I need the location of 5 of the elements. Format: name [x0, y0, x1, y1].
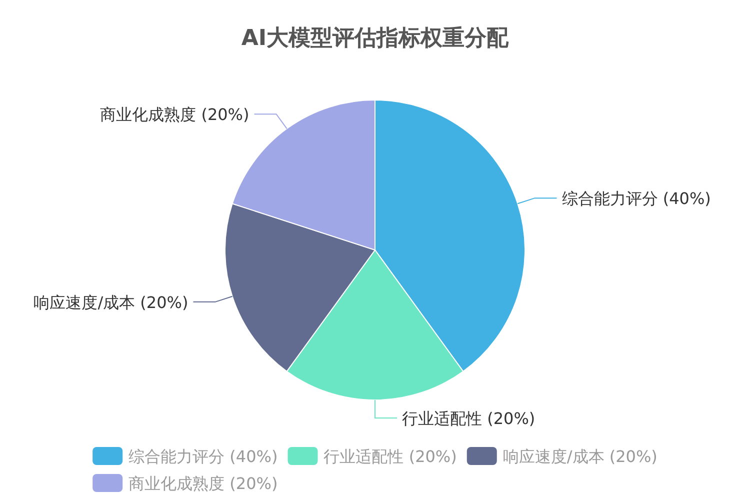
legend-label: 综合能力评分 (40%)	[128, 447, 278, 466]
legend-label: 商业化成熟度 (20%)	[128, 474, 278, 493]
title: AI大模型评估指标权重分配	[241, 26, 509, 51]
legend-label: 行业适配性 (20%)	[324, 447, 457, 466]
legend-label: 响应速度/成本 (20%)	[502, 447, 658, 466]
